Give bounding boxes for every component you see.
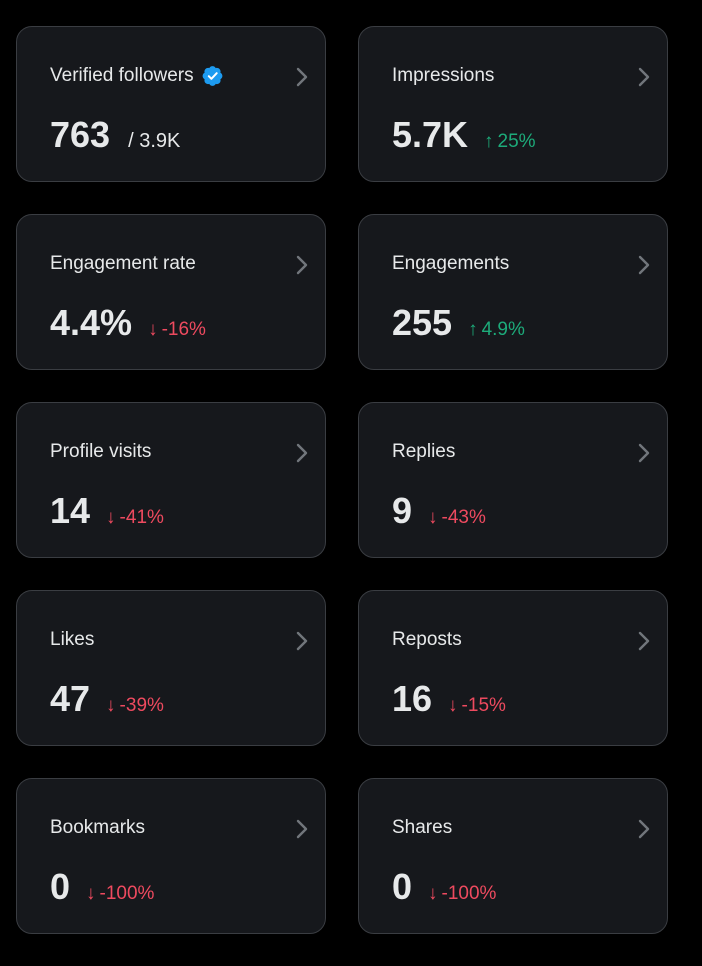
change-indicator: ↓ -15% — [448, 695, 506, 717]
verified-badge-icon — [202, 66, 223, 86]
change-indicator: ↓ -100% — [86, 883, 154, 905]
metric-value: 14 — [50, 490, 91, 531]
change-value: 25% — [497, 131, 536, 152]
metric-value: 16 — [392, 678, 433, 719]
chevron-right-icon — [296, 67, 308, 87]
card-title: Likes — [50, 629, 95, 650]
change-value: -41% — [119, 507, 164, 528]
chevron-right-icon — [638, 443, 650, 463]
card-title: Reposts — [392, 629, 462, 650]
arrow-down-icon: ↓ — [86, 883, 96, 904]
card-bookmarks[interactable]: Bookmarks 0 ↓ -100% — [16, 778, 326, 934]
card-shares[interactable]: Shares 0 ↓ -100% — [358, 778, 668, 934]
card-verified-followers[interactable]: Verified followers 763 / 3.9K — [16, 26, 326, 182]
chevron-right-icon — [296, 819, 308, 839]
metric-value: 255 — [392, 302, 453, 343]
chevron-right-icon — [638, 631, 650, 651]
card-title: Replies — [392, 441, 456, 462]
chevron-right-icon — [638, 255, 650, 275]
card-impressions[interactable]: Impressions 5.7K ↑ 25% — [358, 26, 668, 182]
metric-row: 255 ↑ 4.9% — [392, 303, 525, 343]
metric-row: 14 ↓ -41% — [50, 491, 164, 531]
card-profile-visits[interactable]: Profile visits 14 ↓ -41% — [16, 402, 326, 558]
metrics-grid: Verified followers 763 / 3.9K Impression… — [16, 26, 668, 934]
change-value: -43% — [441, 507, 486, 528]
card-title-wrap: Profile visits — [50, 441, 151, 463]
change-indicator: ↓ -100% — [428, 883, 496, 905]
arrow-down-icon: ↓ — [428, 507, 438, 528]
metric-value: 9 — [392, 490, 413, 531]
card-title-wrap: Verified followers — [50, 65, 224, 87]
arrow-down-icon: ↓ — [448, 695, 458, 716]
card-title: Shares — [392, 817, 453, 838]
metric-value: 4.4% — [50, 302, 133, 343]
change-value: -100% — [99, 883, 155, 904]
card-title: Verified followers — [50, 65, 194, 86]
metric-value: 47 — [50, 678, 91, 719]
card-title: Engagements — [392, 253, 510, 274]
metric-row: 0 ↓ -100% — [50, 867, 154, 907]
change-value: -39% — [119, 695, 164, 716]
arrow-down-icon: ↓ — [148, 319, 158, 340]
change-value: -16% — [161, 319, 206, 340]
card-title: Bookmarks — [50, 817, 146, 838]
card-title-wrap: Engagement rate — [50, 253, 196, 275]
card-likes[interactable]: Likes 47 ↓ -39% — [16, 590, 326, 746]
change-value: -15% — [461, 695, 506, 716]
chevron-right-icon — [638, 67, 650, 87]
change-indicator: ↑ 25% — [484, 131, 536, 153]
card-title-wrap: Impressions — [392, 65, 494, 87]
chevron-right-icon — [296, 255, 308, 275]
metric-row: 47 ↓ -39% — [50, 679, 164, 719]
metric-value: 5.7K — [392, 114, 469, 155]
change-indicator: ↓ -43% — [428, 507, 486, 529]
change-value: -100% — [441, 883, 497, 904]
metric-row: 9 ↓ -43% — [392, 491, 486, 531]
arrow-up-icon: ↑ — [468, 319, 478, 340]
card-engagement-rate[interactable]: Engagement rate 4.4% ↓ -16% — [16, 214, 326, 370]
change-indicator: ↓ -41% — [106, 507, 164, 529]
card-title: Engagement rate — [50, 253, 196, 274]
chevron-right-icon — [638, 819, 650, 839]
metric-total: / 3.9K — [128, 130, 181, 152]
change-indicator: ↓ -39% — [106, 695, 164, 717]
arrow-up-icon: ↑ — [484, 131, 494, 152]
metric-row: 763 / 3.9K — [50, 115, 180, 155]
card-engagements[interactable]: Engagements 255 ↑ 4.9% — [358, 214, 668, 370]
card-reposts[interactable]: Reposts 16 ↓ -15% — [358, 590, 668, 746]
metric-row: 16 ↓ -15% — [392, 679, 506, 719]
metric-value: 763 — [50, 114, 111, 155]
chevron-right-icon — [296, 443, 308, 463]
change-indicator: ↓ -16% — [148, 319, 206, 341]
metric-value: 0 — [50, 866, 71, 907]
card-title-wrap: Replies — [392, 441, 455, 463]
arrow-down-icon: ↓ — [106, 507, 116, 528]
card-replies[interactable]: Replies 9 ↓ -43% — [358, 402, 668, 558]
chevron-right-icon — [296, 631, 308, 651]
metric-row: 4.4% ↓ -16% — [50, 303, 206, 343]
card-title: Profile visits — [50, 441, 152, 462]
card-title-wrap: Engagements — [392, 253, 509, 275]
arrow-down-icon: ↓ — [428, 883, 438, 904]
metric-row: 0 ↓ -100% — [392, 867, 496, 907]
card-title-wrap: Bookmarks — [50, 817, 145, 839]
metric-row: 5.7K ↑ 25% — [392, 115, 536, 155]
card-title: Impressions — [392, 65, 495, 86]
change-indicator: ↑ 4.9% — [468, 319, 525, 341]
card-title-wrap: Reposts — [392, 629, 462, 651]
arrow-down-icon: ↓ — [106, 695, 116, 716]
change-value: 4.9% — [481, 319, 525, 340]
metric-value: 0 — [392, 866, 413, 907]
card-title-wrap: Shares — [392, 817, 452, 839]
card-title-wrap: Likes — [50, 629, 94, 651]
